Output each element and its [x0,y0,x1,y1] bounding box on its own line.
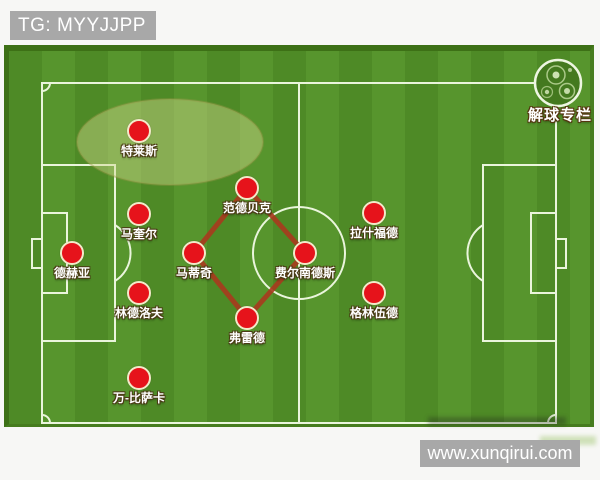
player-dot-icon [127,366,151,390]
bottom-watermark: www.xunqirui.com [420,440,580,467]
player-name-label: 马蒂奇 [175,266,212,280]
faint-watermark-smudge [428,417,566,425]
logo-caption: 解球专栏 [527,107,592,124]
player-name-label: 马奎尔 [120,227,157,241]
player-dot-icon [362,201,386,225]
player-name-label: 特莱斯 [120,144,157,158]
player-name-label: 格林伍德 [349,306,398,320]
player-dot-icon [362,281,386,305]
player-dot-icon [293,241,317,265]
player-dot-icon [127,281,151,305]
player-name-label: 万-比萨卡 [113,391,165,405]
player-name-label: 范德贝克 [222,201,271,215]
player-dot-icon [60,241,84,265]
player-name-label: 弗雷德 [228,331,265,345]
player-dot-icon [127,202,151,226]
player-name-label: 拉什福德 [349,226,398,240]
top-watermark: TG: MYYJJPP [10,11,156,40]
player-name-label: 费尔南德斯 [274,266,335,280]
player-dot-icon [182,241,206,265]
player-dot-icon [235,176,259,200]
player-name-label: 德赫亚 [53,266,90,280]
player-dot-icon [127,119,151,143]
player-dot-icon [235,306,259,330]
player-name-label: 林德洛夫 [114,306,163,320]
